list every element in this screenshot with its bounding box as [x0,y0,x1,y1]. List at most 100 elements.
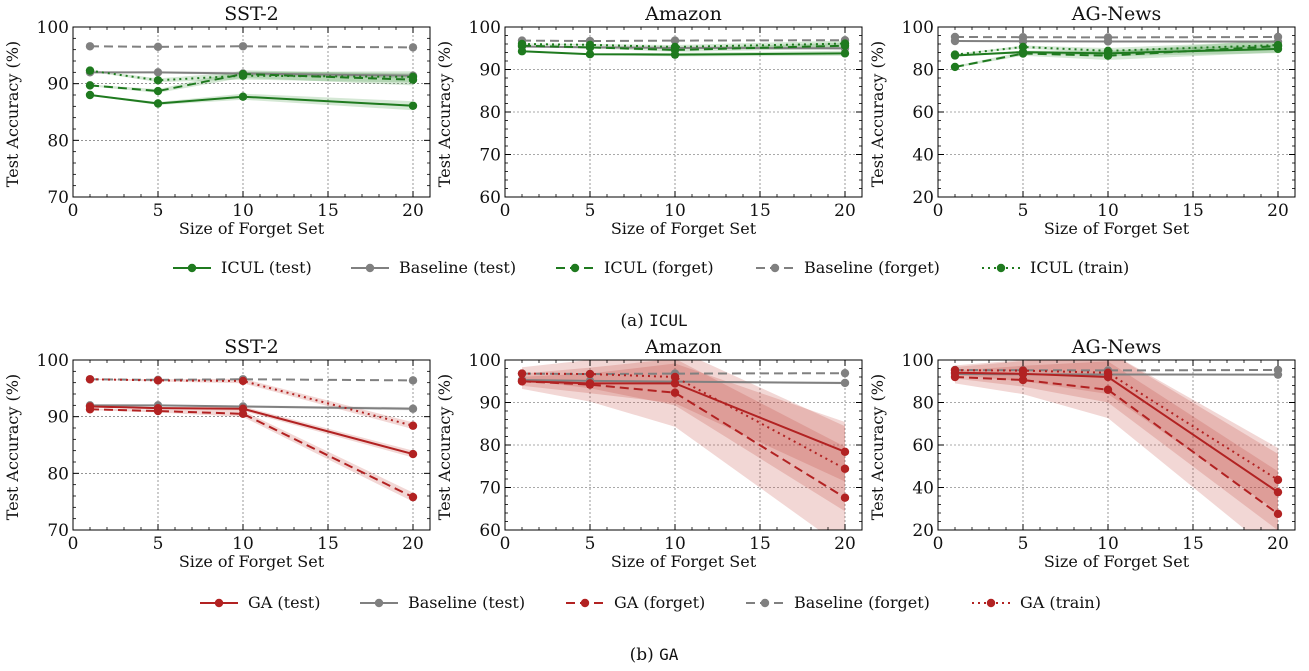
axes-frame [72,26,431,198]
series-line [89,378,414,427]
data-point [153,406,163,416]
data-point [153,42,163,52]
x-tick-label: 15 [317,534,339,554]
series-line [521,378,846,384]
data-point [408,75,418,84]
caption-1: (a) ICUL [620,311,687,331]
data-point [238,42,248,51]
y-tick-label: 20 [912,521,934,541]
data-point [950,62,960,72]
legend-2: GA (test) Baseline (test) GA (forget) Basel… [200,593,1101,612]
y-tick-label: 70 [47,521,69,541]
axes-frame [72,359,431,531]
x-tick-label: 10 [1097,534,1119,554]
confidence-band [90,378,413,430]
legend-marker [365,263,375,273]
confidence-band [955,360,1278,512]
confidence-band [90,404,413,411]
data-point [153,76,163,85]
y-tick-label: 90 [47,408,69,428]
y-tick-label: 60 [912,103,934,123]
data-point [85,375,95,384]
x-tick-label: 5 [1018,201,1029,221]
x-tick-label: 0 [500,534,511,554]
data-point [1103,385,1113,394]
data-point [85,405,95,414]
x-tick-label: 15 [1182,201,1204,221]
series-line [89,405,414,456]
x-tick-label: 5 [153,201,164,221]
data-point [670,379,680,388]
series-line [90,71,414,77]
confidence-band [955,40,1278,56]
chart-panel-4: 0 5 10 15 20 70 80 90 100 SST-2 Size of Forget Set… [3,336,431,571]
chart-panel-1: 0 5 10 15 20 70 80 90 100 SST-2 Size of Forget Set… [3,3,431,238]
data-point [950,372,960,382]
y-tick-label: 100 [902,18,934,38]
data-point [670,372,680,382]
x-tick-label: 10 [664,534,686,554]
x-tick-label: 5 [585,201,596,221]
y-tick-label: 80 [479,103,501,123]
data-point [238,376,248,386]
legend-1: ICUL (test) Baseline (test) ICUL (forget) B… [173,258,1129,277]
y-axis-label: Test Accuracy (%) [435,41,454,187]
caption-label: (a) [620,311,649,331]
plot-area [517,35,850,59]
data-point [1273,44,1283,54]
y-tick-label: 70 [47,188,69,208]
chart-panel-3: 0 5 10 15 20 20 40 60 80 100 AG-News Size of Forget… [868,3,1296,238]
caption-2: (b) GA [630,645,679,665]
data-point [517,377,527,386]
data-point [840,41,850,50]
y-tick-label: 100 [469,18,501,38]
caption-method: GA [659,645,679,664]
legend-label: GA (train) [1020,593,1101,612]
x-tick-label: 0 [68,201,79,221]
data-point [950,51,960,60]
data-point [1273,370,1283,379]
data-point [408,376,418,385]
legend-label: ICUL (test) [221,258,312,277]
data-point [85,81,95,90]
x-tick-label: 20 [834,534,856,554]
x-tick-label: 20 [834,201,856,221]
chart-panel-6: 0 5 10 15 20 20 40 60 80 100 AG-News Size of Forget… [868,336,1296,571]
legend-marker [570,263,580,273]
y-tick-label: 80 [912,394,934,414]
data-point [840,493,850,502]
data-point [670,388,680,397]
data-point [408,492,418,502]
x-tick-label: 10 [232,201,254,221]
data-point [408,404,418,413]
y-tick-label: 100 [37,18,69,38]
y-tick-label: 40 [912,479,934,499]
data-point [517,47,527,56]
plot-area [517,360,850,530]
data-point [1103,372,1113,382]
x-tick-label: 15 [749,534,771,554]
x-axis-label: Size of Forget Set [179,219,325,238]
legend-label: Baseline (forget) [804,258,940,277]
legend-label: Baseline (test) [408,593,525,612]
y-tick-label: 70 [479,479,501,499]
x-axis-label: Size of Forget Set [611,219,757,238]
series-line [89,73,414,93]
x-tick-label: 20 [402,534,424,554]
confidence-band [522,363,845,482]
confidence-band [955,360,1278,530]
confidence-band [90,93,413,111]
data-point [670,36,680,45]
data-point [153,376,163,385]
confidence-band [90,408,413,502]
legend-marker [996,263,1006,273]
x-tick-label: 5 [1018,534,1029,554]
plot-area [950,32,1283,72]
data-point [585,380,595,389]
confidence-band [522,360,845,512]
x-axis-label: Size of Forget Set [179,552,325,571]
data-point [1103,49,1113,58]
plot-area [85,375,418,502]
confidence-band [522,42,845,52]
